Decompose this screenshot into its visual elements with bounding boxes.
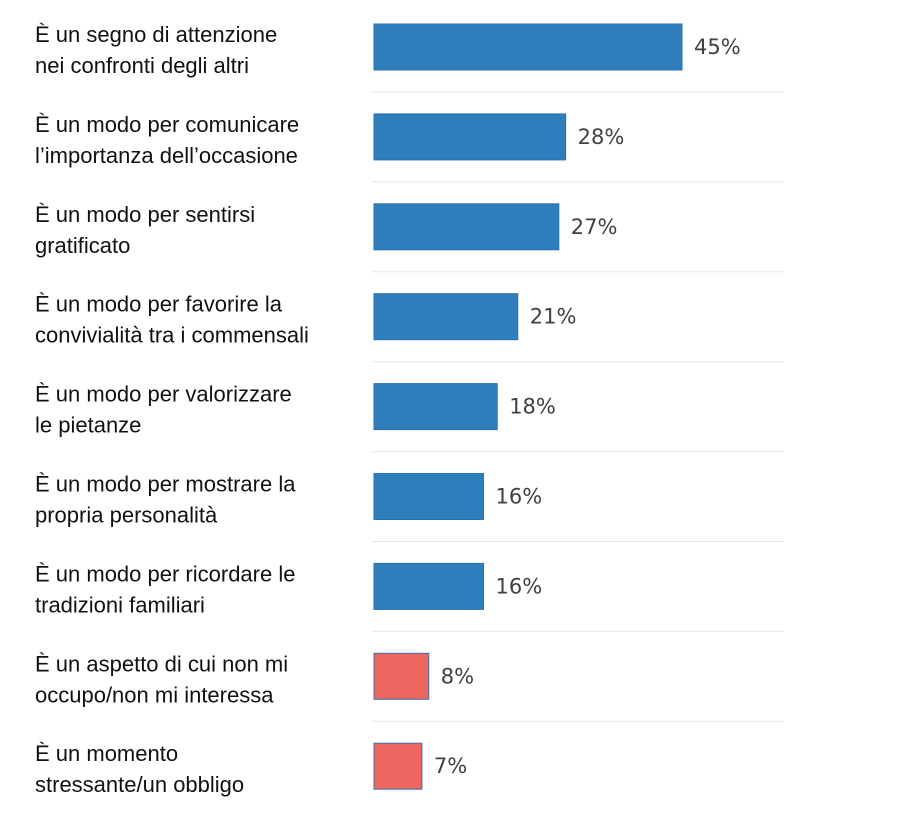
value-label-2: 27% [571, 215, 618, 239]
category-label-line: tradizioni familiari [35, 592, 205, 617]
category-label-7: È un aspetto di cui non mi occupo/non mi … [35, 651, 288, 707]
bar-4 [373, 383, 498, 431]
category-label-line: gratificato [35, 233, 130, 258]
category-label-line: propria personalità [35, 503, 218, 528]
value-label-5: 16% [496, 485, 543, 509]
category-label-line: È un modo per comunicare [35, 112, 299, 137]
value-label-6: 16% [496, 574, 543, 598]
value-label-3: 21% [530, 305, 577, 329]
bar-3 [373, 293, 519, 341]
category-label-5: È un modo per mostrare la propria persona… [35, 472, 296, 528]
category-label-6: È un modo per ricordare le tradizioni fam… [35, 561, 295, 617]
category-label-line: È un modo per valorizzare [35, 382, 292, 407]
category-label-line: È un modo per mostrare la [35, 472, 296, 497]
category-label-line: occupo/non mi interessa [35, 682, 274, 707]
bar-0 [373, 23, 683, 71]
category-label-line: le pietanze [35, 413, 141, 438]
category-label-line: È un segno di attenzione [35, 22, 277, 47]
bar-7 [373, 652, 430, 700]
value-label-0: 45% [694, 35, 741, 59]
value-label-7: 8% [441, 664, 474, 688]
category-label-line: l’importanza dell’occasione [35, 143, 298, 168]
value-label-1: 28% [578, 125, 625, 149]
category-label-line: È un aspetto di cui non mi [35, 651, 288, 676]
category-label-4: È un modo per valorizzare le pietanze [35, 382, 292, 438]
category-label-1: È un modo per comunicare l’importanza del… [35, 112, 299, 168]
category-label-line: stressante/un obbligo [35, 772, 244, 797]
bar-8 [373, 742, 423, 790]
category-label-line: nei confronti degli altri [35, 53, 249, 78]
category-label-line: È un modo per ricordare le [35, 561, 295, 586]
bar-1 [373, 113, 567, 161]
value-label-8: 7% [434, 754, 467, 778]
bars [373, 23, 683, 790]
category-label-line: convivialità tra i commensali [35, 323, 309, 348]
category-label-0: È un segno di attenzione nei confronti de… [35, 22, 277, 78]
category-label-line: È un modo per sentirsi [35, 202, 255, 227]
category-label-2: È un modo per sentirsi gratificato [35, 202, 255, 258]
category-label-line: È un momento [35, 741, 178, 766]
category-label-line: È un modo per favorire la [35, 292, 283, 317]
category-label-3: È un modo per favorire la convivialità tr… [35, 292, 309, 348]
value-labels: 45% 28% 27% 21% 18% 16% 16% 8% 7% [434, 35, 741, 778]
category-label-8: È un momento stressante/un obbligo [35, 741, 244, 797]
value-label-4: 18% [509, 395, 556, 419]
bar-6 [373, 562, 485, 610]
bar-2 [373, 203, 560, 251]
row-separators [372, 91, 784, 722]
bar-5 [373, 473, 485, 520]
category-labels: È un segno di attenzione nei confronti de… [35, 22, 309, 797]
